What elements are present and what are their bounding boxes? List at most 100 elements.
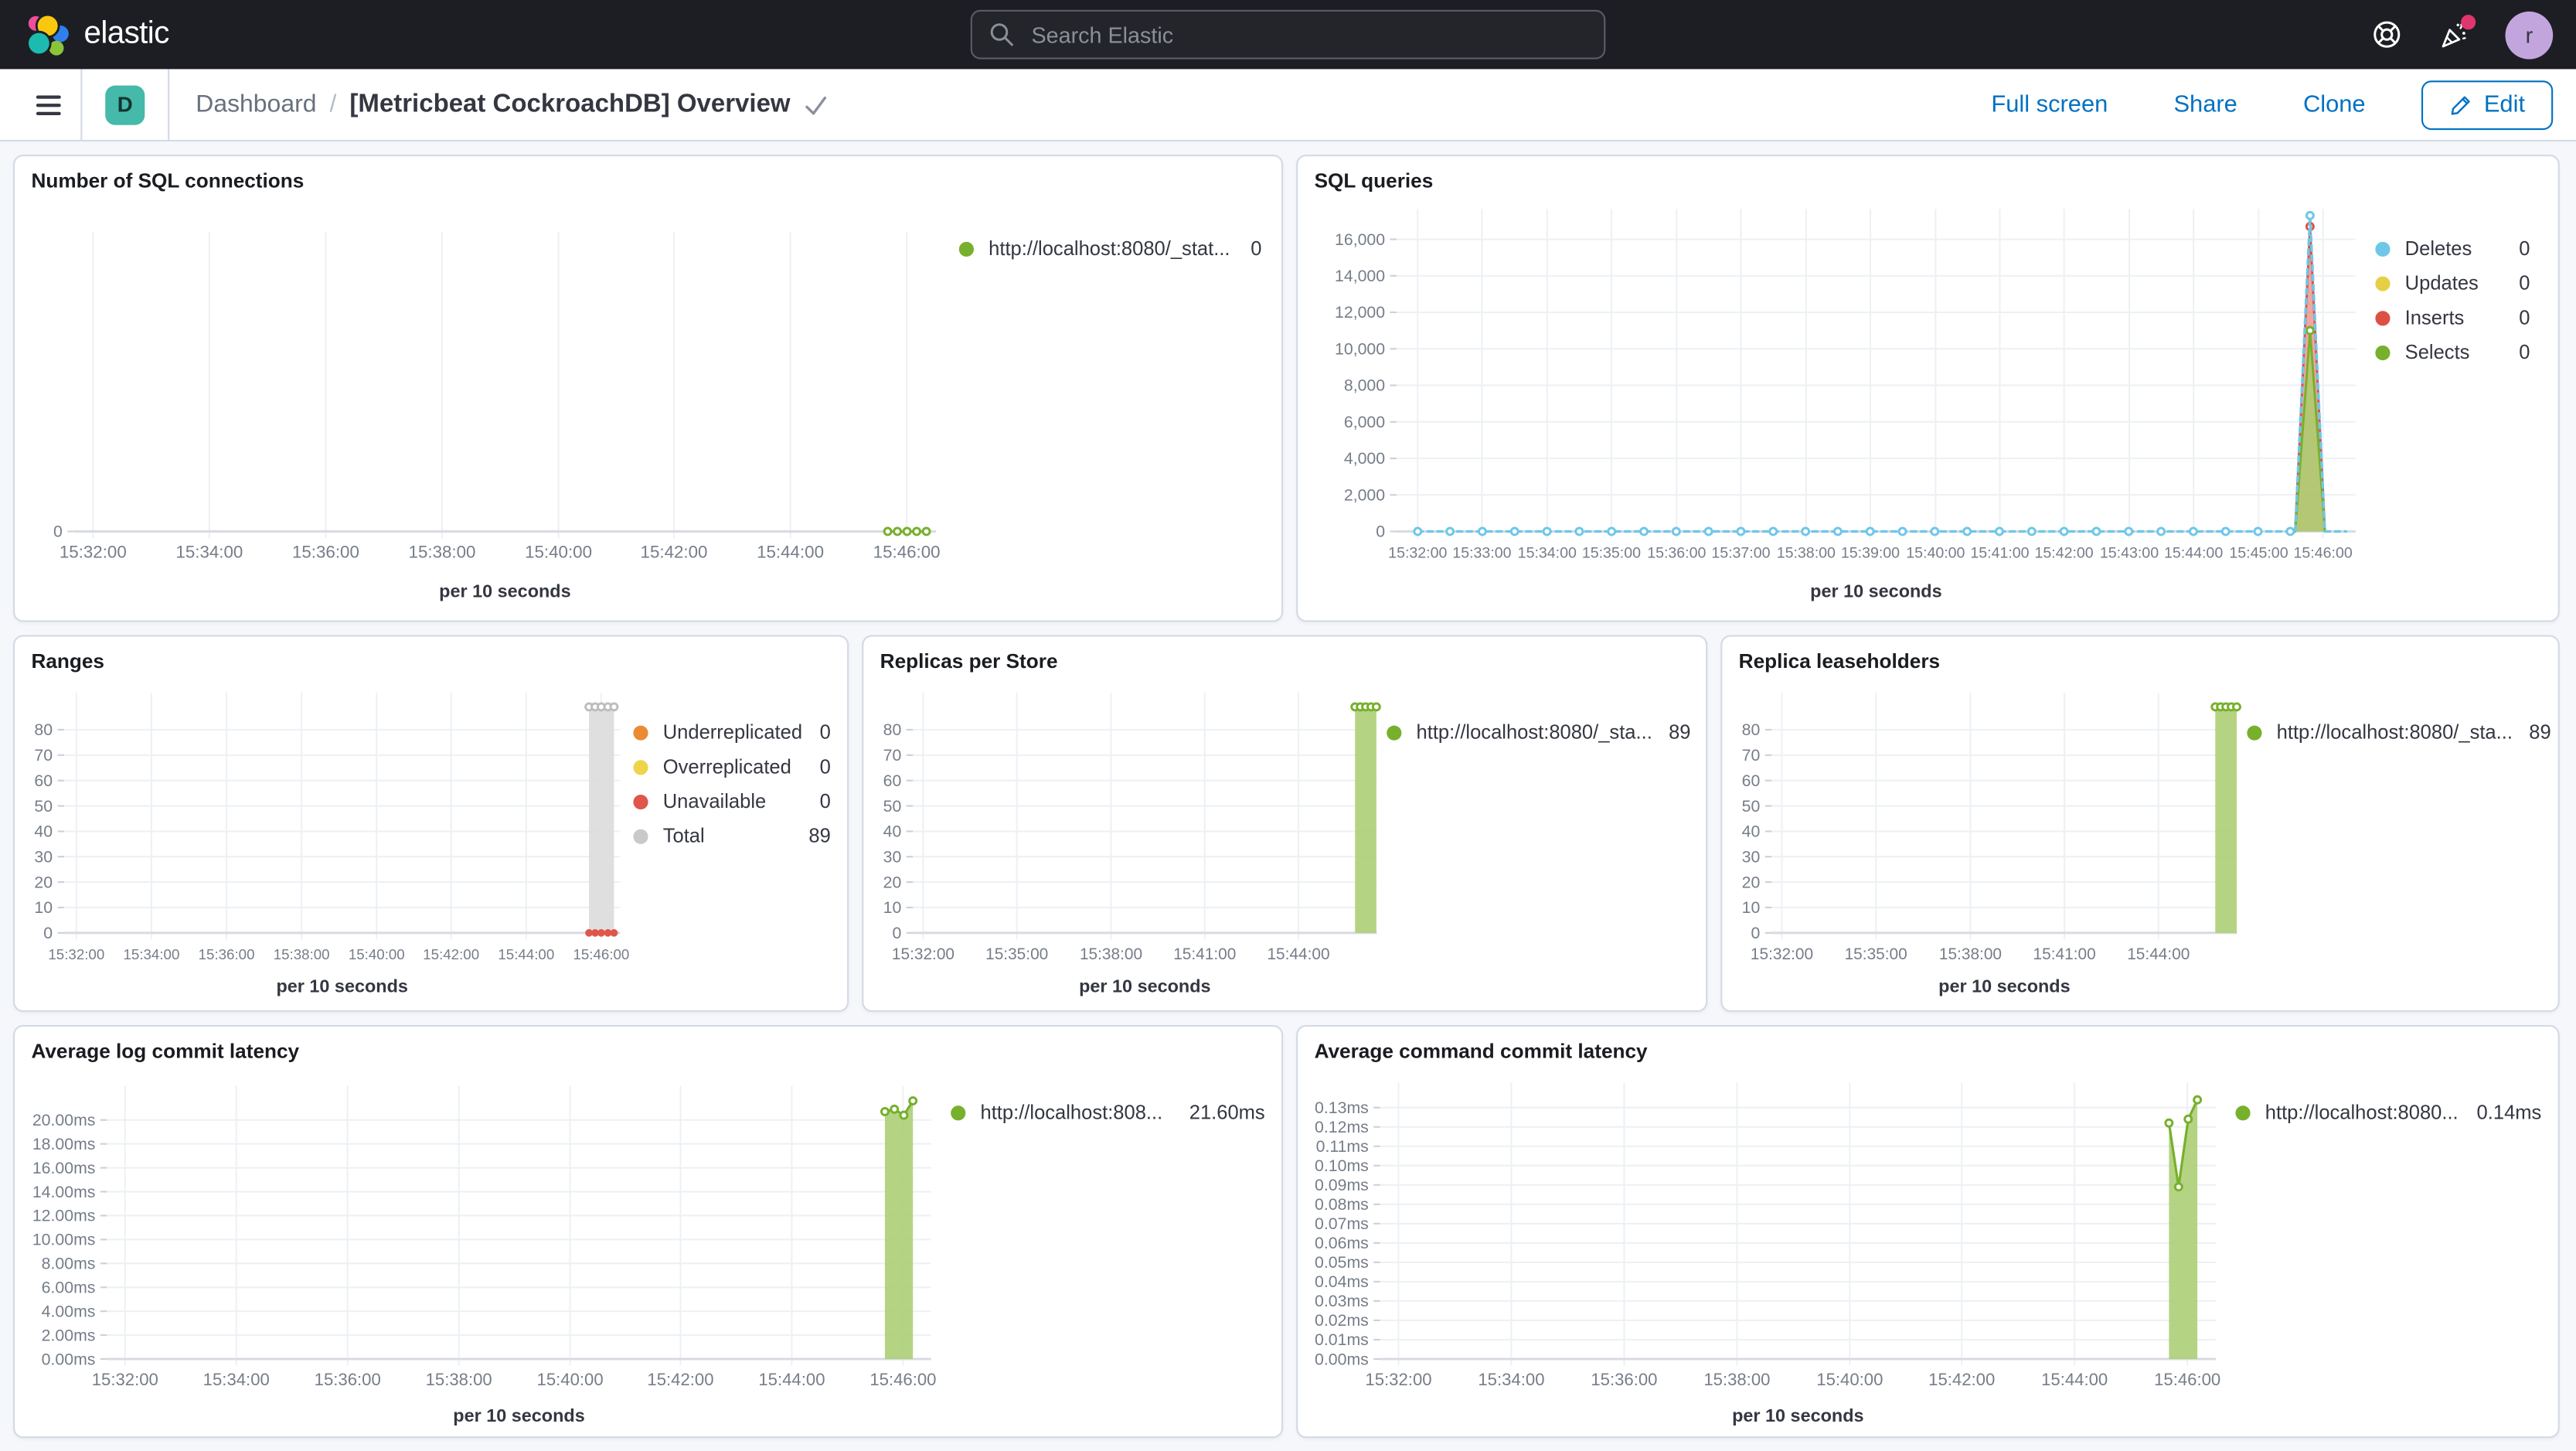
- svg-text:15:46:00: 15:46:00: [2294, 545, 2353, 562]
- legend-series-dot: [958, 241, 974, 257]
- svg-text:15:41:00: 15:41:00: [2033, 945, 2096, 963]
- svg-text:per 10 seconds: per 10 seconds: [439, 581, 570, 601]
- share-button[interactable]: Share: [2164, 90, 2248, 119]
- svg-text:14,000: 14,000: [1335, 267, 1385, 285]
- svg-text:70: 70: [34, 746, 53, 765]
- svg-text:50: 50: [1742, 797, 1761, 816]
- header-actions: r: [2372, 10, 2554, 59]
- page-title: [Metricbeat CockroachDB] Overview: [349, 89, 791, 118]
- chart-replicas-per-store[interactable]: 15:32:00 15:35:00 15:38:00 15:41:00 15:44:00…: [863, 676, 1387, 1010]
- svg-text:70: 70: [883, 746, 902, 765]
- user-avatar[interactable]: r: [2505, 10, 2554, 59]
- legend-item[interactable]: Updates 0: [2375, 271, 2530, 295]
- panel-ranges: Ranges 15:32:00 15:34:00 15:36:00 15:38:00 1…: [13, 635, 849, 1012]
- chart-sql-queries[interactable]: 15:32:00 15:33:00 15:34:00 15:35:00 15:36:00…: [1298, 196, 2375, 620]
- svg-text:15:34:00: 15:34:00: [203, 1370, 270, 1389]
- legend-item[interactable]: http://localhost:8080/_stat... 0: [958, 237, 1262, 261]
- chart-log-commit-latency[interactable]: 15:32:00 15:34:00 15:36:00 15:38:00 15:40:00…: [15, 1066, 951, 1436]
- svg-text:15:44:00: 15:44:00: [2041, 1370, 2108, 1389]
- legend-item[interactable]: http://localhost:8080... 0.14ms: [2235, 1102, 2541, 1124]
- global-search[interactable]: [970, 9, 1606, 60]
- svg-text:15:38:00: 15:38:00: [426, 1370, 492, 1389]
- svg-text:15:44:00: 15:44:00: [758, 1370, 825, 1389]
- panel-title: Average command commit latency: [1314, 1040, 1648, 1063]
- panel-average-command-commit-latency: Average command commit latency 15:32:00 1…: [1296, 1024, 2560, 1439]
- help-button[interactable]: [2372, 20, 2401, 49]
- legend-series-dot: [2375, 311, 2391, 326]
- elastic-logo-icon: [26, 12, 69, 56]
- svg-text:15:38:00: 15:38:00: [1080, 945, 1142, 963]
- elastic-logo[interactable]: elastic: [23, 11, 169, 59]
- legend-item[interactable]: http://localhost:8080/_sta... 89: [2247, 721, 2551, 744]
- full-screen-button[interactable]: Full screen: [1982, 90, 2118, 119]
- svg-text:80: 80: [34, 720, 53, 739]
- panel-sql-queries: SQL queries 15:32:00 15:33:00 15:34:00 15:3…: [1296, 155, 2560, 622]
- legend-replica-leaseholders: http://localhost:8080/_sta... 89: [2247, 676, 2551, 1010]
- global-header: elastic: [0, 0, 2576, 70]
- legend-item[interactable]: Deletes 0: [2375, 238, 2530, 261]
- dashboard-navbar: D Dashboard / [Metricbeat CockroachDB] O…: [0, 68, 2576, 142]
- legend-item[interactable]: Total 89: [633, 825, 831, 847]
- svg-text:14.00ms: 14.00ms: [32, 1183, 96, 1201]
- svg-text:15:37:00: 15:37:00: [1711, 545, 1770, 562]
- svg-text:15:38:00: 15:38:00: [409, 543, 476, 562]
- clone-button[interactable]: Clone: [2293, 90, 2375, 119]
- legend-series-value: 0: [819, 720, 831, 744]
- svg-text:4.00ms: 4.00ms: [42, 1302, 96, 1320]
- news-button[interactable]: [2438, 14, 2476, 49]
- svg-text:2.00ms: 2.00ms: [42, 1326, 96, 1344]
- breadcrumb-dashboard-link[interactable]: Dashboard: [196, 90, 317, 119]
- legend-series-value: 0: [2519, 305, 2530, 329]
- breadcrumb: Dashboard / [Metricbeat CockroachDB] Ove…: [196, 90, 829, 119]
- svg-text:0: 0: [53, 523, 63, 541]
- svg-text:2,000: 2,000: [1344, 485, 1385, 504]
- chart-command-commit-latency[interactable]: 15:32:00 15:34:00 15:36:00 15:38:00 15:40:00…: [1298, 1066, 2235, 1436]
- legend-item[interactable]: http://localhost:8080/_sta... 89: [1387, 720, 1691, 744]
- legend-series-value: 89: [1669, 720, 1691, 744]
- edit-button[interactable]: Edit: [2421, 80, 2554, 130]
- legend-series-dot: [2375, 276, 2391, 291]
- svg-text:0: 0: [1376, 523, 1385, 541]
- svg-text:15:39:00: 15:39:00: [1841, 545, 1900, 562]
- dashboard-badge[interactable]: D: [105, 84, 145, 124]
- legend-item[interactable]: http://localhost:808... 21.60ms: [951, 1102, 1265, 1124]
- legend-item[interactable]: Inserts 0: [2375, 305, 2530, 329]
- panel-replica-leaseholders: Replica leaseholders 15:32:00 15:35:00 15:…: [1720, 635, 2560, 1012]
- svg-text:15:36:00: 15:36:00: [292, 543, 359, 562]
- legend-series-value: 0: [2519, 271, 2530, 295]
- svg-text:10: 10: [34, 898, 53, 917]
- legend-sql-connections: http://localhost:8080/_stat... 0: [958, 196, 1271, 620]
- legend-item[interactable]: Underreplicated 0: [633, 720, 831, 744]
- legend-series-dot: [633, 795, 648, 810]
- legend-series-value: 0: [1251, 237, 1262, 261]
- svg-text:20: 20: [1742, 873, 1761, 891]
- legend-series-value: 21.60ms: [1189, 1100, 1265, 1124]
- legend-item[interactable]: Unavailable 0: [633, 791, 831, 813]
- svg-text:15:33:00: 15:33:00: [1452, 545, 1511, 562]
- svg-text:per 10 seconds: per 10 seconds: [453, 1405, 584, 1425]
- svg-text:per 10 seconds: per 10 seconds: [1810, 581, 1941, 601]
- search-input[interactable]: [1028, 20, 1587, 49]
- svg-text:15:36:00: 15:36:00: [315, 1370, 381, 1389]
- legend-replicas-per-store: http://localhost:8080/_sta... 89: [1387, 676, 1699, 1010]
- svg-text:0.04ms: 0.04ms: [1315, 1272, 1369, 1291]
- chart-sql-connections[interactable]: 15:32:00 15:34:00 15:36:00 15:38:00 15:40:00…: [15, 196, 959, 620]
- svg-text:15:32:00: 15:32:00: [60, 543, 127, 562]
- svg-text:10,000: 10,000: [1335, 339, 1385, 358]
- menu-button[interactable]: [29, 88, 67, 121]
- legend-log-commit-latency: http://localhost:808... 21.60ms: [951, 1066, 1274, 1436]
- legend-series-value: 0.14ms: [2476, 1100, 2542, 1124]
- svg-text:0: 0: [893, 924, 902, 942]
- chart-ranges[interactable]: 15:32:00 15:34:00 15:36:00 15:38:00 15:40:00…: [15, 676, 633, 1010]
- svg-text:15:45:00: 15:45:00: [2229, 545, 2288, 562]
- svg-text:15:34:00: 15:34:00: [1518, 545, 1577, 562]
- panel-title: Number of SQL connections: [31, 169, 305, 193]
- svg-text:15:42:00: 15:42:00: [641, 543, 708, 562]
- svg-text:8,000: 8,000: [1344, 376, 1385, 395]
- legend-item[interactable]: Selects 0: [2375, 342, 2530, 364]
- legend-item[interactable]: Overreplicated 0: [633, 756, 831, 778]
- svg-text:20: 20: [34, 873, 53, 891]
- chart-replica-leaseholders[interactable]: 15:32:00 15:35:00 15:38:00 15:41:00 15:44:00…: [1722, 676, 2247, 1010]
- svg-text:6.00ms: 6.00ms: [42, 1279, 96, 1297]
- avatar-initial: r: [2525, 22, 2533, 47]
